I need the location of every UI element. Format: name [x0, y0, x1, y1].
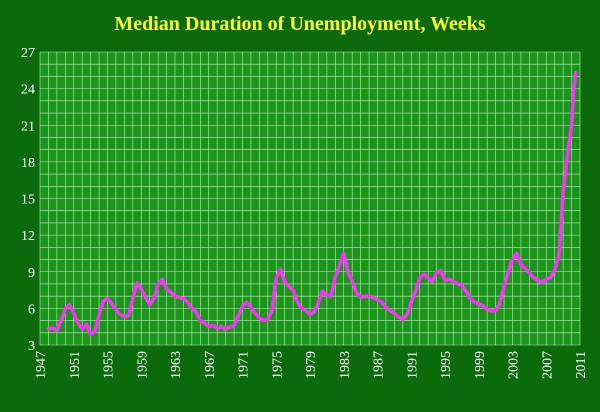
x-tick-label: 2011 — [574, 351, 589, 378]
x-tick-label: 1951 — [68, 351, 83, 379]
chart-title: Median Duration of Unemployment, Weeks — [114, 13, 486, 35]
x-tick-label: 1955 — [102, 351, 117, 379]
y-axis-ticks: 3 6 9 12 15 18 21 24 27 — [21, 46, 35, 354]
y-tick-label: 6 — [28, 302, 35, 317]
series-line — [46, 71, 578, 336]
y-tick-label: 3 — [28, 339, 35, 354]
x-tick-label: 1947 — [34, 351, 49, 379]
x-tick-label: 1959 — [135, 351, 150, 379]
x-tick-label: 1979 — [304, 351, 319, 379]
x-tick-label: 1975 — [270, 351, 285, 379]
x-tick-label: 1995 — [439, 351, 454, 379]
x-tick-label: 2007 — [540, 351, 555, 379]
y-tick-label: 21 — [21, 119, 35, 134]
x-axis-ticks: 1947 1951 1955 1959 1963 1967 1971 1975 1979 1983… — [34, 351, 589, 379]
y-tick-label: 27 — [21, 46, 35, 61]
x-tick-label: 1967 — [203, 351, 218, 379]
series-group — [46, 71, 578, 336]
x-tick-label: 1987 — [372, 351, 387, 379]
x-tick-label: 1963 — [169, 351, 184, 379]
x-tick-label: 1971 — [237, 351, 252, 379]
y-tick-label: 12 — [21, 229, 35, 244]
x-tick-label: 1999 — [473, 351, 488, 379]
x-tick-label: 1991 — [405, 351, 420, 379]
x-tick-label: 1983 — [338, 351, 353, 379]
x-tick-label: 2003 — [507, 351, 522, 379]
y-tick-label: 15 — [21, 193, 35, 208]
y-tick-label: 18 — [21, 156, 35, 171]
y-tick-label: 24 — [21, 83, 35, 98]
y-tick-label: 9 — [28, 266, 35, 281]
